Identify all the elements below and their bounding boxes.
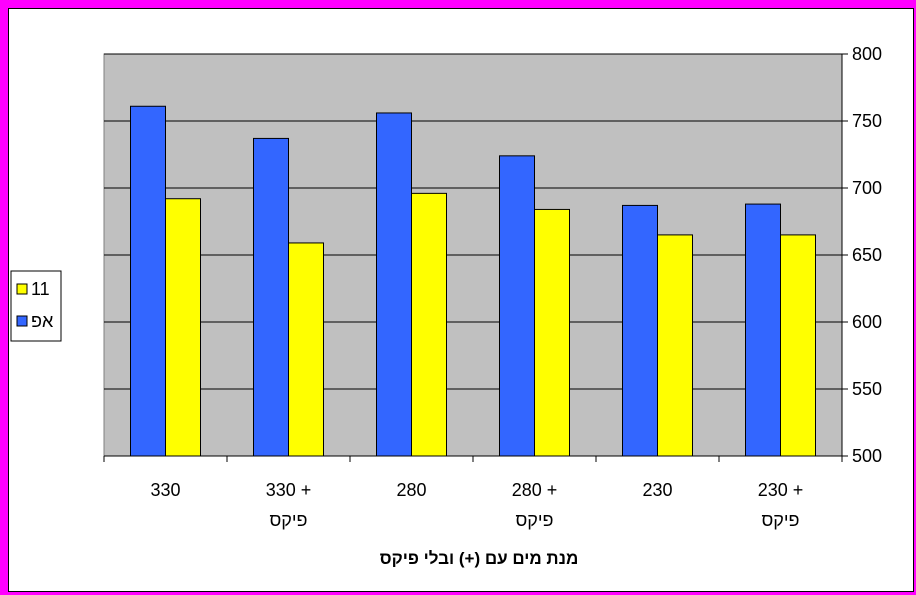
y-tick-label: 500: [852, 446, 882, 466]
chart-frame: 500 550 600 650 700 750 800 330 + 330 פיקס 280 + 2…: [8, 8, 914, 592]
bar-11: [288, 242, 324, 457]
bar-chart: 500 550 600 650 700 750 800 330 + 330 פיקס 280 + 2…: [10, 44, 882, 568]
x-category-label: + 230: [758, 480, 804, 500]
x-category-label: 330: [150, 480, 180, 500]
y-tick-label: 800: [852, 44, 882, 64]
x-category-label: + 280: [512, 480, 558, 500]
y-tick-label: 700: [852, 178, 882, 198]
bar-af: [499, 155, 535, 457]
bar-11: [657, 234, 693, 457]
x-category-label: פיקס: [269, 510, 307, 530]
bar-af: [745, 203, 781, 457]
y-tick-label: 650: [852, 245, 882, 265]
x-axis-title: מנת מים עם (+) ובלי פיקס: [380, 549, 579, 568]
x-category-label: + 330: [266, 480, 312, 500]
legend-label: אפ: [31, 311, 54, 331]
x-category-label: פיקס: [515, 510, 553, 530]
bar-af: [253, 137, 289, 457]
bar-af: [130, 105, 166, 457]
bars: [130, 105, 816, 457]
legend: 11 אפ: [10, 270, 62, 342]
bar-11: [165, 198, 201, 457]
y-tick-label: 550: [852, 379, 882, 399]
y-tick-label: 750: [852, 111, 882, 131]
legend-label: 11: [31, 279, 50, 299]
x-category-label: פיקס: [761, 510, 799, 530]
y-tick-label: 600: [852, 312, 882, 332]
y-tick-labels: 500 550 600 650 700 750 800: [852, 44, 882, 466]
x-category-label: 230: [642, 480, 672, 500]
bar-af: [376, 112, 412, 457]
bar-11: [780, 234, 816, 457]
legend-box: [10, 270, 62, 342]
bar-11: [411, 192, 447, 457]
legend-swatch: [16, 315, 28, 327]
bar-af: [622, 204, 658, 457]
bar-11: [534, 208, 570, 457]
legend-swatch: [16, 283, 28, 295]
x-category-labels: 330 + 330 פיקס 280 + 280 פיקס 230 + 230 פיקס: [150, 480, 803, 530]
x-category-label: 280: [396, 480, 426, 500]
axes: [103, 53, 848, 462]
